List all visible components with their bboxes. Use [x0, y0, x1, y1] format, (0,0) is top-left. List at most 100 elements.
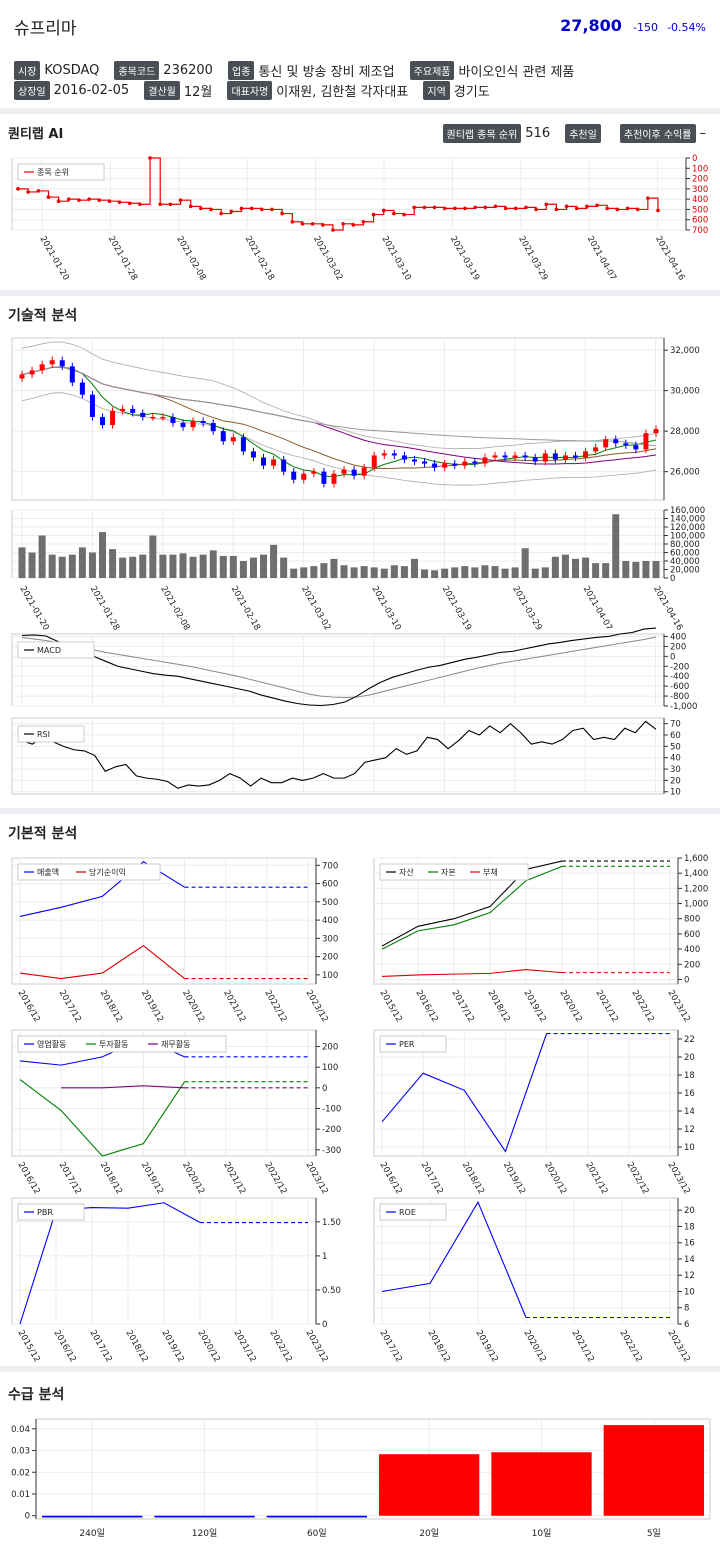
- rank-point: [402, 212, 406, 217]
- sales-xtick-label: 2022/12: [262, 989, 288, 1025]
- rank-point: [554, 207, 559, 212]
- volume-bar: [109, 549, 117, 578]
- macd-plot-area: [11, 633, 665, 707]
- candle-body: [603, 439, 609, 448]
- volume-bar: [219, 555, 227, 578]
- volume-ytick-label: 60,000: [670, 549, 700, 559]
- volume-bar: [521, 548, 529, 578]
- sales-ytick-label: 200: [322, 953, 338, 963]
- market-value: KOSDAQ: [44, 63, 100, 78]
- region-value: 경기도: [453, 85, 490, 100]
- volume-bar: [451, 567, 459, 578]
- roe-ytick-label: 16: [684, 1239, 695, 1249]
- sales-ytick-label: 400: [322, 916, 338, 926]
- rank-point: [656, 208, 660, 213]
- balance-xtick-label: 2020/12: [557, 989, 583, 1025]
- cashflow-series-2-actual: [61, 1085, 185, 1089]
- rank-point: [635, 207, 640, 212]
- fundamental-analysis-card: 기본적 분석 100 200 300 400 500 600 700 매출액 당기순이익 2016…: [0, 814, 720, 1366]
- fiscal-month-tag: 결산월: [144, 81, 180, 100]
- rank-point: [188, 204, 193, 209]
- volume-bar: [48, 554, 56, 578]
- volume-bar: [68, 554, 76, 578]
- rank-point: [219, 211, 223, 216]
- market-tag: 시장: [14, 61, 41, 80]
- volume-bar: [38, 535, 46, 578]
- per-ytick-label: 10: [684, 1143, 695, 1153]
- rank-legend-label: 종목 순위: [37, 168, 69, 177]
- listing-date-tag: 상장일: [14, 81, 50, 100]
- industry-tag: 업종: [228, 61, 255, 80]
- macd-ytick-label: -800: [670, 692, 689, 702]
- volume-bar: [249, 557, 257, 578]
- per-ytick-label: 22: [684, 1035, 695, 1045]
- sales-ytick-label: 300: [322, 934, 338, 944]
- rank-ytick-label: 200: [692, 175, 708, 185]
- sales-xtick-label: 2020/12: [180, 989, 206, 1025]
- candle-body: [190, 421, 196, 428]
- rank-point: [138, 202, 142, 207]
- volume-bar: [632, 561, 640, 578]
- per-xtick-label: 2017/12: [419, 1161, 445, 1197]
- volume-bar: [622, 561, 630, 578]
- rank-point: [341, 222, 345, 226]
- sales-legend: [17, 863, 161, 881]
- volume-bar: [209, 550, 217, 578]
- cashflow-xtick-label: 2017/12: [57, 1161, 83, 1197]
- stock-price: 27,800: [560, 16, 622, 35]
- candle-body: [321, 471, 327, 484]
- volume-bar: [541, 567, 549, 578]
- volume-bar: [129, 556, 137, 578]
- candle-body: [19, 374, 25, 379]
- rank-point: [331, 228, 335, 232]
- roe-xtick-label: 2022/12: [617, 1329, 643, 1365]
- macd-ytick-label: 200: [670, 642, 686, 652]
- candle-body: [552, 453, 558, 460]
- info-row-2: 상장일 2016-02-05 결산월 12월 대표자명 이재원, 김한철 각자대표 지…: [14, 80, 500, 100]
- rank-point: [544, 202, 549, 207]
- candle-body: [623, 443, 629, 446]
- volume-bar: [501, 568, 509, 578]
- volume-bar: [159, 554, 167, 578]
- rank-point: [381, 208, 386, 213]
- rank-point: [158, 202, 163, 207]
- listing-date-value: 2016-02-05: [53, 83, 130, 98]
- rank-ytick-label: 600: [692, 216, 708, 226]
- code-value: 236200: [163, 63, 213, 78]
- candle-body: [69, 366, 75, 383]
- ceo-value: 이재원, 김한철 각자대표: [276, 85, 409, 100]
- rank-ytick-label: 300: [692, 185, 708, 195]
- candle-body: [100, 416, 106, 426]
- candle-ytick-label: 26,000: [670, 468, 700, 478]
- candle-body: [452, 463, 458, 466]
- roe-ytick-label: 14: [684, 1255, 695, 1265]
- pbr-xtick-label: 2015/12: [15, 1329, 41, 1365]
- candle-body: [291, 471, 297, 480]
- per-ytick-label: 12: [684, 1125, 695, 1135]
- candle-body: [271, 459, 277, 466]
- volume-bar: [652, 561, 660, 578]
- volume-bar: [582, 557, 590, 578]
- volume-bar: [380, 568, 388, 578]
- candle-body: [593, 447, 599, 452]
- volume-bar: [390, 565, 398, 578]
- stock-change: -150: [633, 21, 658, 34]
- rank-point: [300, 222, 305, 226]
- candle-body: [160, 416, 166, 419]
- balance-xtick-label: 2017/12: [449, 989, 475, 1025]
- sales-xtick-label: 2023/12: [303, 989, 329, 1025]
- volume-bar: [330, 558, 338, 578]
- rank-point: [87, 197, 91, 201]
- candle-body: [351, 469, 357, 476]
- supply-bar: [154, 1515, 255, 1518]
- rank-point: [605, 206, 610, 211]
- pbr-xtick-label: 2022/12: [267, 1329, 293, 1365]
- supply-ytick-label: 0: [25, 1512, 30, 1522]
- rank-xtick-label: 2021-03-10: [379, 235, 412, 283]
- cashflow-xtick-label: 2021/12: [221, 1161, 247, 1197]
- rank-point: [270, 207, 274, 212]
- balance-ytick-label: 800: [684, 915, 700, 925]
- candle-body: [110, 410, 116, 426]
- macd-ytick-label: -200: [670, 662, 689, 672]
- sales-xtick-label: 2016/12: [15, 989, 41, 1025]
